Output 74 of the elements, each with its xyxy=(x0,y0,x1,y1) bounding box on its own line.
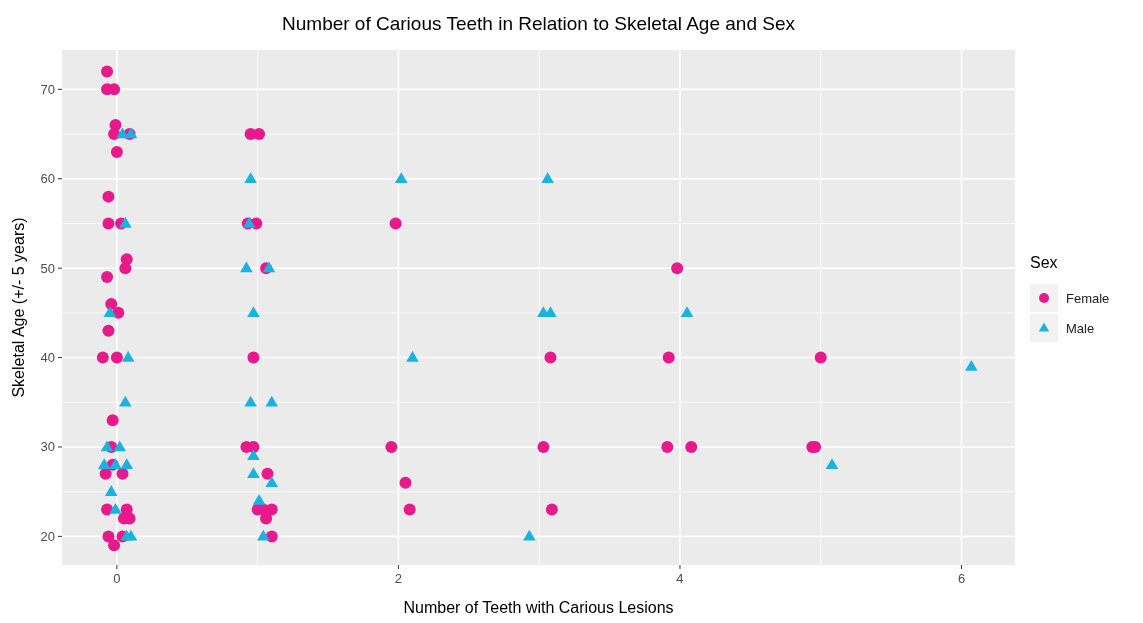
legend-label: Male xyxy=(1066,321,1095,336)
x-axis-title: Number of Teeth with Carious Lesions xyxy=(403,599,674,616)
point xyxy=(523,529,536,541)
point xyxy=(260,512,273,525)
point xyxy=(96,351,109,364)
point xyxy=(545,503,558,516)
x-tick-label: 6 xyxy=(957,571,966,586)
point xyxy=(102,324,115,337)
y-axis-title: Skeletal Age (+/- 5 years) xyxy=(10,217,27,398)
y-tick-label: 50 xyxy=(40,260,55,276)
y-tick-label: 30 xyxy=(40,439,55,455)
point xyxy=(247,449,260,461)
point xyxy=(244,395,257,407)
point xyxy=(394,172,408,183)
x-tick-label: 0 xyxy=(113,571,121,586)
point xyxy=(403,503,416,516)
point xyxy=(662,351,675,364)
point xyxy=(109,502,122,514)
point xyxy=(124,529,138,541)
legend-label: Female xyxy=(1066,291,1110,306)
x-tick-label: 4 xyxy=(676,571,684,586)
y-tick-label: 20 xyxy=(40,528,55,544)
point xyxy=(685,440,698,453)
point xyxy=(257,529,270,541)
point xyxy=(101,271,114,284)
point xyxy=(110,351,123,364)
y-tick-label: 40 xyxy=(40,350,55,366)
point xyxy=(244,172,257,183)
point xyxy=(680,306,694,318)
point xyxy=(108,128,121,141)
point xyxy=(247,351,260,364)
point xyxy=(104,485,118,496)
point xyxy=(240,261,253,273)
y-tick-label: 70 xyxy=(40,81,55,97)
point xyxy=(102,217,115,230)
point xyxy=(102,190,115,203)
point xyxy=(110,145,123,158)
point xyxy=(544,351,557,364)
point xyxy=(537,440,550,453)
point xyxy=(119,395,132,407)
point xyxy=(113,440,127,452)
point xyxy=(119,262,132,275)
point xyxy=(265,395,279,407)
point xyxy=(120,458,134,470)
point xyxy=(389,217,402,230)
point xyxy=(406,350,419,362)
y-tick-label: 60 xyxy=(40,171,55,187)
legend-title: Sex xyxy=(1030,254,1058,271)
x-tick-label: 2 xyxy=(394,571,403,586)
point xyxy=(108,539,121,552)
point xyxy=(261,467,274,480)
point xyxy=(97,458,111,470)
point xyxy=(541,172,554,183)
point xyxy=(825,458,839,470)
chart-title: Number of Carious Teeth in Relation to Skeletal Age and Sex xyxy=(282,13,796,34)
point xyxy=(100,440,114,452)
point xyxy=(265,476,279,487)
point xyxy=(399,476,412,489)
point xyxy=(247,306,260,318)
point xyxy=(105,297,118,310)
point xyxy=(103,306,117,318)
point xyxy=(253,128,266,141)
point xyxy=(247,467,260,478)
point xyxy=(661,440,674,453)
point xyxy=(106,414,119,427)
point xyxy=(102,530,115,543)
point xyxy=(814,351,827,364)
point xyxy=(965,359,978,371)
point xyxy=(119,216,132,228)
point xyxy=(385,440,398,453)
point xyxy=(252,494,266,505)
point xyxy=(101,65,114,78)
point xyxy=(121,350,135,362)
point xyxy=(671,262,684,275)
